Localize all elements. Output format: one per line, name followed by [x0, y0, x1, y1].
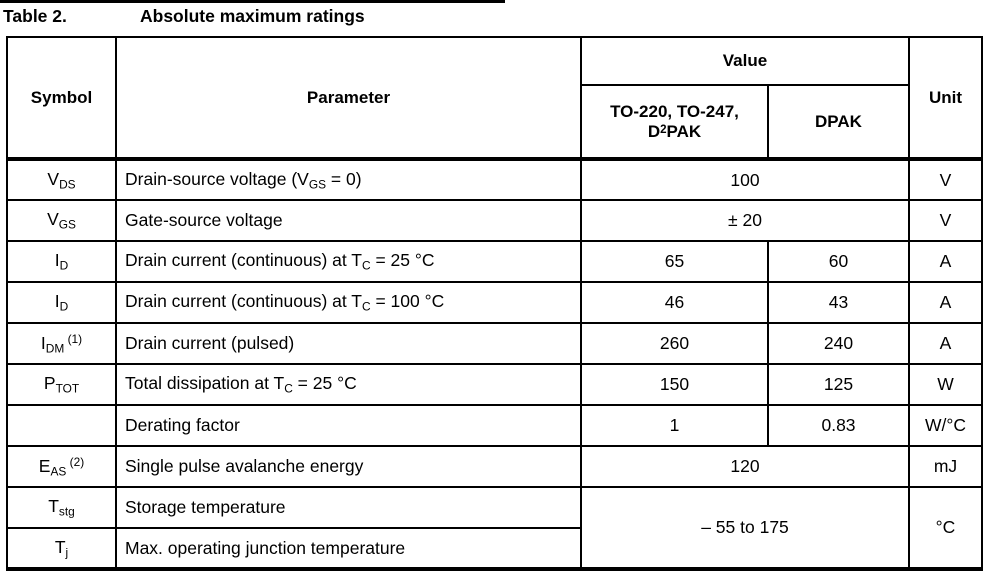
cell-symbol: VGS	[6, 199, 117, 242]
cell-symbol: Tstg	[6, 486, 117, 529]
cell-value-dpak: 0.83	[767, 404, 910, 447]
cell-unit: V	[908, 157, 983, 201]
table-body: VDS Drain-source voltage (VGS = 0) 100 V…	[6, 157, 983, 570]
cell-symbol: VDS	[6, 157, 117, 201]
cell-parameter: Max. operating junction temperature	[115, 527, 582, 570]
cell-value-dpak: 43	[767, 281, 910, 324]
header-symbol: Symbol	[6, 36, 117, 160]
table-caption: Table 2. Absolute maximum ratings	[3, 6, 365, 27]
table-row: ID Drain current (continuous) at TC = 10…	[6, 281, 983, 324]
cell-parameter: Single pulse avalanche energy	[115, 445, 582, 488]
cell-value-dpak: 60	[767, 240, 910, 283]
cell-parameter: Derating factor	[115, 404, 582, 447]
table-row: VGS Gate-source voltage ± 20 V	[6, 199, 983, 242]
cell-unit: W	[908, 363, 983, 406]
cell-symbol: EAS (2)	[6, 445, 117, 488]
cell-value-to220: 260	[580, 322, 769, 365]
cell-parameter: Drain-source voltage (VGS = 0)	[115, 157, 582, 201]
cell-unit: mJ	[908, 445, 983, 488]
table-row: VDS Drain-source voltage (VGS = 0) 100 V	[6, 157, 983, 201]
header-unit: Unit	[908, 36, 983, 160]
header-package-to220-to247-d2pak: TO-220, TO-247, D2PAK	[580, 84, 769, 160]
cell-value-to220: 65	[580, 240, 769, 283]
table-row: Tstg Storage temperature – 55 to 175 °C	[6, 486, 983, 570]
page-title: Absolute maximum ratings	[140, 6, 365, 26]
header-value-group: Value	[580, 36, 910, 86]
table-header: Symbol Parameter Value Unit TO-220, TO-2…	[6, 36, 983, 160]
table-number: Table 2.	[3, 6, 67, 26]
cell-parameter: Storage temperature	[115, 486, 582, 529]
cell-symbol: PTOT	[6, 363, 117, 406]
cell-value-dpak: 125	[767, 363, 910, 406]
table-row: Tj Max. operating junction temperature	[6, 527, 982, 570]
table-row: IDM (1) Drain current (pulsed) 260 240 A	[6, 322, 983, 365]
cell-unit: V	[908, 199, 983, 242]
absolute-maximum-ratings-table: Symbol Parameter Value Unit TO-220, TO-2…	[6, 36, 983, 571]
header-row-top: Symbol Parameter Value Unit	[6, 36, 983, 160]
cell-value: 100	[580, 157, 910, 201]
cell-unit: A	[908, 240, 983, 283]
header-parameter: Parameter	[115, 36, 582, 160]
cell-value-to220: 150	[580, 363, 769, 406]
cell-unit: A	[908, 281, 983, 324]
cell-parameter: Drain current (continuous) at TC = 25 °C	[115, 240, 582, 283]
header-row-packages: TO-220, TO-247, D2PAK DPAK	[7, 84, 982, 160]
table-row: EAS (2) Single pulse avalanche energy 12…	[6, 445, 983, 488]
cell-symbol: ID	[6, 281, 117, 324]
cell-unit: W/°C	[908, 404, 983, 447]
table-row: ID Drain current (continuous) at TC = 25…	[6, 240, 983, 283]
cell-value: ± 20	[580, 199, 910, 242]
cell-parameter: Gate-source voltage	[115, 199, 582, 242]
cell-value: – 55 to 175	[580, 486, 910, 570]
cell-value-dpak: 240	[767, 322, 910, 365]
cell-symbol: ID	[6, 240, 117, 283]
cell-symbol: IDM (1)	[6, 322, 117, 365]
cell-value: 120	[580, 445, 910, 488]
table-row: PTOT Total dissipation at TC = 25 °C 150…	[6, 363, 983, 406]
cell-parameter: Drain current (continuous) at TC = 100 °…	[115, 281, 582, 324]
cell-symbol	[6, 404, 117, 447]
cell-value-to220: 1	[580, 404, 769, 447]
cell-unit: A	[908, 322, 983, 365]
top-edge-rule	[0, 0, 505, 3]
cell-value-to220: 46	[580, 281, 769, 324]
cell-symbol: Tj	[6, 527, 117, 570]
cell-parameter: Total dissipation at TC = 25 °C	[115, 363, 582, 406]
cell-parameter: Drain current (pulsed)	[115, 322, 582, 365]
header-package-dpak: DPAK	[767, 84, 910, 160]
cell-unit: °C	[908, 486, 983, 570]
table-row: Derating factor 1 0.83 W/°C	[6, 404, 983, 447]
